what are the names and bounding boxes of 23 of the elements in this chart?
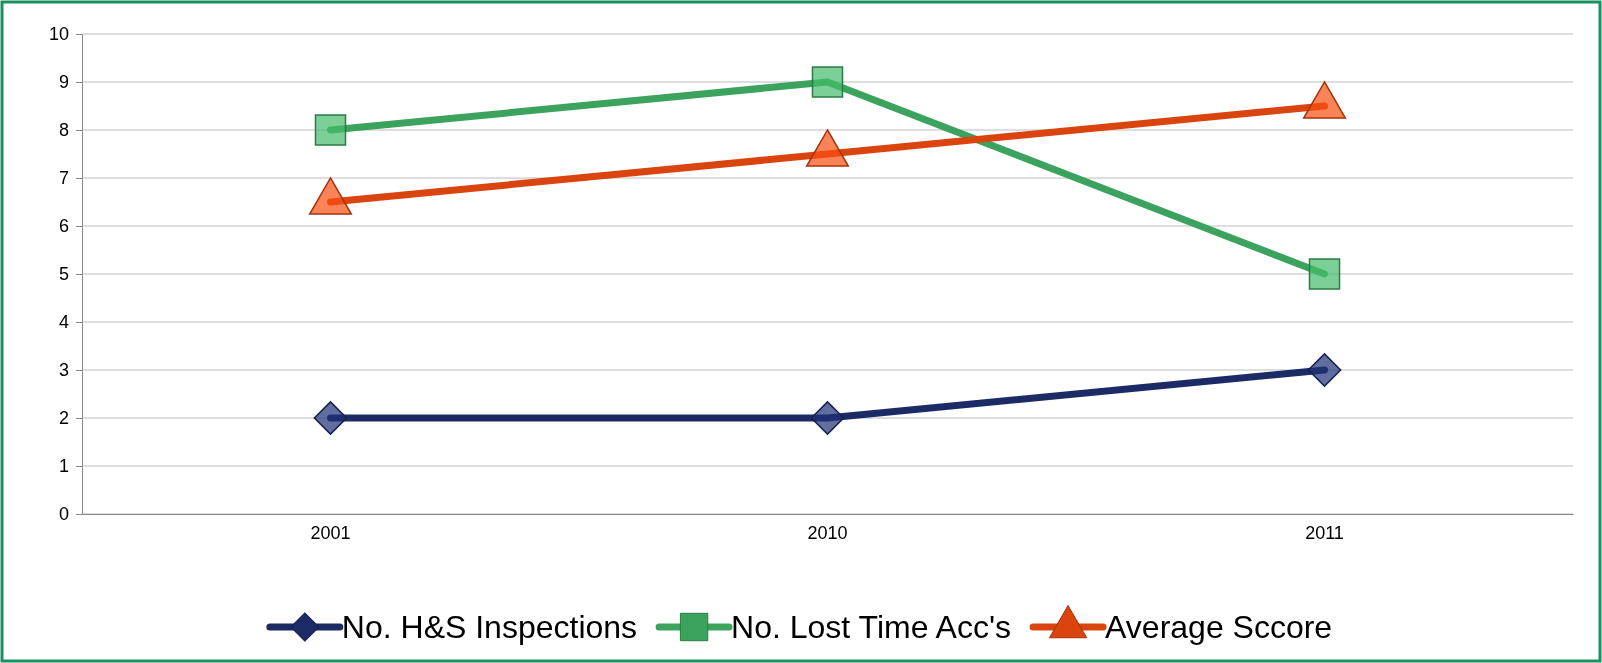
point [1307, 353, 1342, 387]
y-tick-label: 7 [58, 168, 69, 189]
y-tick-label: 6 [58, 216, 69, 237]
legend-label: No. H&S Inspections [341, 609, 638, 646]
y-tick-label: 3 [58, 360, 69, 381]
point [811, 66, 844, 98]
y-tick-label: 8 [58, 120, 69, 141]
y-tick-label: 2 [58, 408, 69, 429]
y-tick-label: 9 [58, 72, 69, 93]
legend-label: No. Lost Time Acc's [731, 609, 1012, 646]
y-tick-label: 4 [58, 312, 69, 333]
y-tick-label: 10 [48, 24, 69, 45]
x-tick-label: 2011 [1305, 523, 1344, 543]
point [313, 401, 348, 435]
point [810, 401, 845, 435]
point [314, 114, 347, 146]
y-tick-label: 1 [58, 456, 69, 477]
y-tick-label: 0 [58, 504, 69, 525]
point [1308, 258, 1341, 290]
legend-label: Average Sccore [1105, 609, 1333, 646]
y-tick-label: 5 [58, 264, 69, 285]
x-tick-label: 2010 [807, 523, 848, 543]
x-tick-label: 2001 [310, 523, 351, 543]
